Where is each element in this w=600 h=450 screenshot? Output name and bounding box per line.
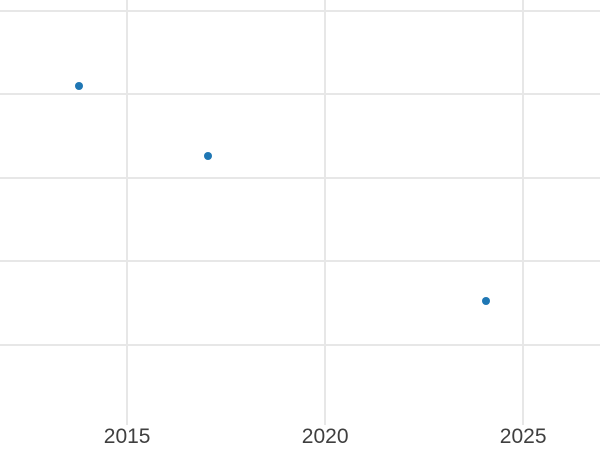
data-point — [75, 82, 84, 90]
gridline-horizontal — [0, 93, 600, 96]
gridline-horizontal — [0, 260, 600, 263]
gridline-vertical — [324, 0, 327, 425]
data-point — [482, 297, 491, 306]
data-point — [203, 152, 212, 161]
x-tick-label: 2025 — [499, 425, 547, 448]
x-tick-label: 2015 — [103, 425, 151, 448]
gridline-horizontal — [0, 176, 600, 179]
plot-area — [0, 0, 600, 425]
gridline-horizontal — [0, 9, 600, 12]
gridline-horizontal — [0, 343, 600, 346]
gridline-vertical — [126, 0, 129, 425]
x-tick-label: 2020 — [301, 425, 349, 448]
gridline-vertical — [522, 0, 525, 425]
